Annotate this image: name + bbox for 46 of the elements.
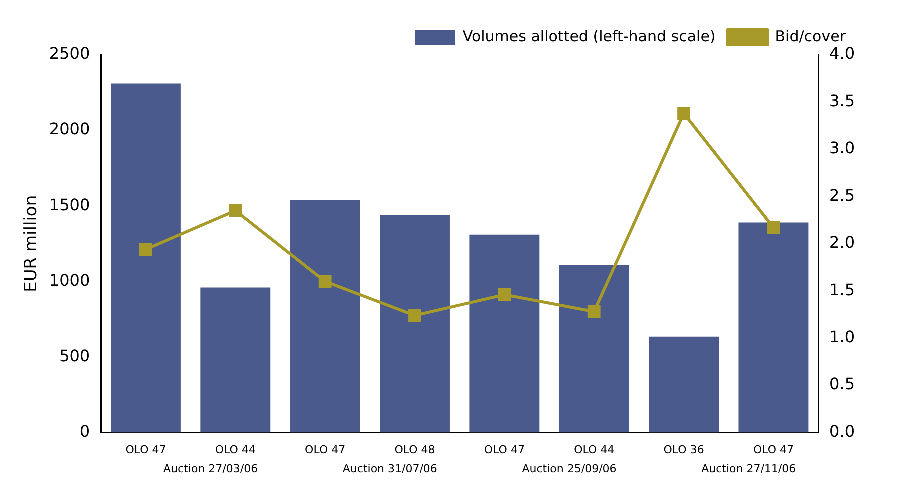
- bar: [738, 222, 809, 433]
- y-tick-label: 500: [60, 346, 90, 366]
- bar: [470, 234, 540, 433]
- y2-tick-label: 3.5: [830, 91, 856, 110]
- y-axis-title: EUR million: [22, 195, 42, 292]
- y2-tick-label: 2.0: [830, 233, 856, 252]
- bar: [110, 84, 181, 433]
- point: [767, 221, 780, 234]
- y-tick-label: 0: [80, 422, 90, 441]
- y2-tick-label: 0.5: [830, 374, 856, 394]
- y2-tick-label: 1.0: [830, 328, 856, 347]
- y2-tick-label: 4.0: [830, 44, 856, 64]
- legend-label: Bid/cover: [775, 27, 847, 46]
- text: Auction 27/11/06: [702, 462, 796, 476]
- x-tick-label: OLO 48: [394, 443, 436, 456]
- bar: [559, 265, 630, 433]
- point: [229, 204, 242, 218]
- bar: [380, 215, 450, 433]
- point: [678, 107, 690, 120]
- bar: [649, 336, 720, 433]
- text: Auction 31/07/06: [342, 462, 438, 476]
- x-tick-label: OLO 47: [753, 443, 794, 456]
- y-tick-label: 1500: [49, 195, 90, 214]
- point: [318, 275, 332, 288]
- y-tick-label: 1000: [49, 270, 90, 290]
- point: [408, 309, 422, 322]
- x-tick-label: OLO 47: [305, 443, 346, 456]
- text: Auction 27/03/06: [164, 462, 258, 476]
- x-tick-label: OLO 47: [126, 443, 166, 456]
- point: [498, 288, 512, 302]
- y2-tick-label: 3.0: [830, 138, 856, 158]
- legend-label: Volumes allotted (left-hand scale): [462, 27, 716, 46]
- x-tick-label: OLO 36: [664, 443, 704, 456]
- x-tick-label: OLO 44: [215, 443, 256, 456]
- y2-tick-label: 2.5: [830, 186, 856, 205]
- y-tick-label: 2000: [49, 120, 90, 139]
- y2-tick-label: 0.0: [830, 422, 856, 441]
- text: Auction 25/09/06: [522, 462, 617, 476]
- y-tick-label: 2500: [49, 44, 90, 64]
- bar: [290, 200, 360, 433]
- bar: [200, 288, 271, 433]
- point: [588, 305, 601, 318]
- y2-tick-label: 1.5: [830, 280, 856, 300]
- x-tick-label: OLO 47: [484, 443, 525, 456]
- x-tick-label: OLO 44: [574, 443, 615, 456]
- point: [140, 243, 152, 256]
